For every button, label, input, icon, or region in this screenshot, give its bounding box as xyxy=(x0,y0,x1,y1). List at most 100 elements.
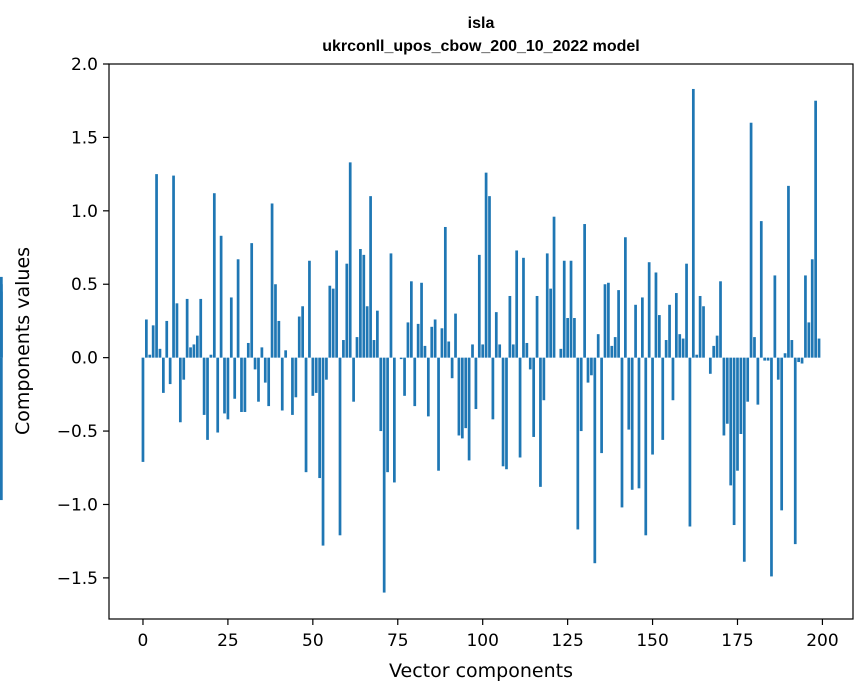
bar xyxy=(817,338,821,358)
x-tick-label: 75 xyxy=(387,631,409,651)
bar xyxy=(430,326,434,358)
bar xyxy=(511,344,515,358)
bar xyxy=(688,357,692,527)
bar xyxy=(702,306,705,358)
bar xyxy=(321,357,325,546)
bar xyxy=(304,357,308,473)
bar xyxy=(416,323,420,358)
bar xyxy=(610,345,614,358)
bar xyxy=(148,354,152,358)
bar xyxy=(695,354,699,358)
bar xyxy=(240,357,243,412)
bar xyxy=(151,325,155,358)
bar xyxy=(691,88,695,358)
bar xyxy=(172,175,175,358)
bar xyxy=(494,312,498,358)
plot-frame xyxy=(108,63,854,620)
x-axis-label: Vector components xyxy=(389,660,573,682)
bar xyxy=(471,344,474,358)
bar xyxy=(352,357,355,402)
bar xyxy=(800,357,804,364)
bar xyxy=(314,357,318,393)
bar xyxy=(457,357,461,436)
bar xyxy=(348,162,352,358)
bar xyxy=(467,357,471,461)
bar xyxy=(365,306,369,358)
bar xyxy=(518,357,522,458)
bar xyxy=(464,357,468,429)
bar xyxy=(216,357,220,433)
bar xyxy=(274,284,277,358)
bar xyxy=(379,357,383,432)
bar xyxy=(573,318,576,358)
x-tick-label: 150 xyxy=(636,631,668,651)
bar xyxy=(420,282,423,358)
bar xyxy=(515,250,519,358)
bar xyxy=(559,348,563,358)
x-tick-label: 100 xyxy=(466,631,498,651)
bar xyxy=(297,316,301,358)
bar xyxy=(328,285,332,358)
bar xyxy=(583,224,586,358)
y-tick-label: 0.0 xyxy=(71,349,98,369)
bar xyxy=(678,334,682,358)
bar xyxy=(742,357,746,562)
bar xyxy=(549,288,552,358)
bar xyxy=(668,304,671,358)
bar xyxy=(814,100,817,358)
y-axis-label: Components values xyxy=(12,247,34,435)
bar xyxy=(454,313,457,358)
bar xyxy=(505,357,508,470)
bar xyxy=(253,357,257,370)
bar xyxy=(342,340,345,358)
bar xyxy=(790,340,794,358)
bar xyxy=(277,320,281,358)
bar xyxy=(410,281,413,358)
bar xyxy=(644,357,648,536)
bar xyxy=(175,303,179,358)
bar xyxy=(770,357,773,577)
x-tick-label: 25 xyxy=(217,631,239,651)
bar xyxy=(637,357,641,489)
bar xyxy=(773,275,777,358)
bar xyxy=(437,357,440,471)
y-tick-label: 0.5 xyxy=(71,275,98,295)
bar xyxy=(257,357,260,402)
bar xyxy=(311,357,315,396)
bar xyxy=(600,357,603,454)
bar xyxy=(355,337,359,358)
bar xyxy=(525,342,529,358)
x-tick-label: 0 xyxy=(138,631,149,651)
bar xyxy=(182,357,186,380)
bar xyxy=(345,263,349,358)
bar xyxy=(539,357,542,487)
bar xyxy=(155,174,158,358)
bar xyxy=(376,310,379,358)
bar xyxy=(722,357,726,436)
bar xyxy=(270,203,274,358)
bar xyxy=(658,315,661,358)
bar xyxy=(335,250,338,358)
bar xyxy=(590,357,593,376)
y-tick-label: 1.5 xyxy=(71,128,98,148)
bar xyxy=(212,193,216,358)
bar xyxy=(627,357,631,430)
bar xyxy=(284,350,288,358)
bar xyxy=(267,357,271,407)
bar xyxy=(535,295,539,358)
bar xyxy=(291,357,294,415)
bar xyxy=(199,298,203,358)
bar xyxy=(423,345,427,358)
chart-title-group: isla ukrconll_upos_cbow_200_10_2022 mode… xyxy=(322,15,639,55)
bar xyxy=(399,357,403,360)
bar xyxy=(593,357,597,564)
bar xyxy=(719,281,722,358)
bar xyxy=(528,357,532,370)
bar xyxy=(664,340,668,358)
bar xyxy=(651,357,654,455)
bar xyxy=(331,288,335,358)
bar xyxy=(168,357,172,385)
bar xyxy=(617,290,620,358)
y-axis-ticks: −1.5 −1.0 −0.5 0.0 0.5 1.0 1.5 2.0 xyxy=(57,55,109,589)
bar xyxy=(569,260,573,358)
